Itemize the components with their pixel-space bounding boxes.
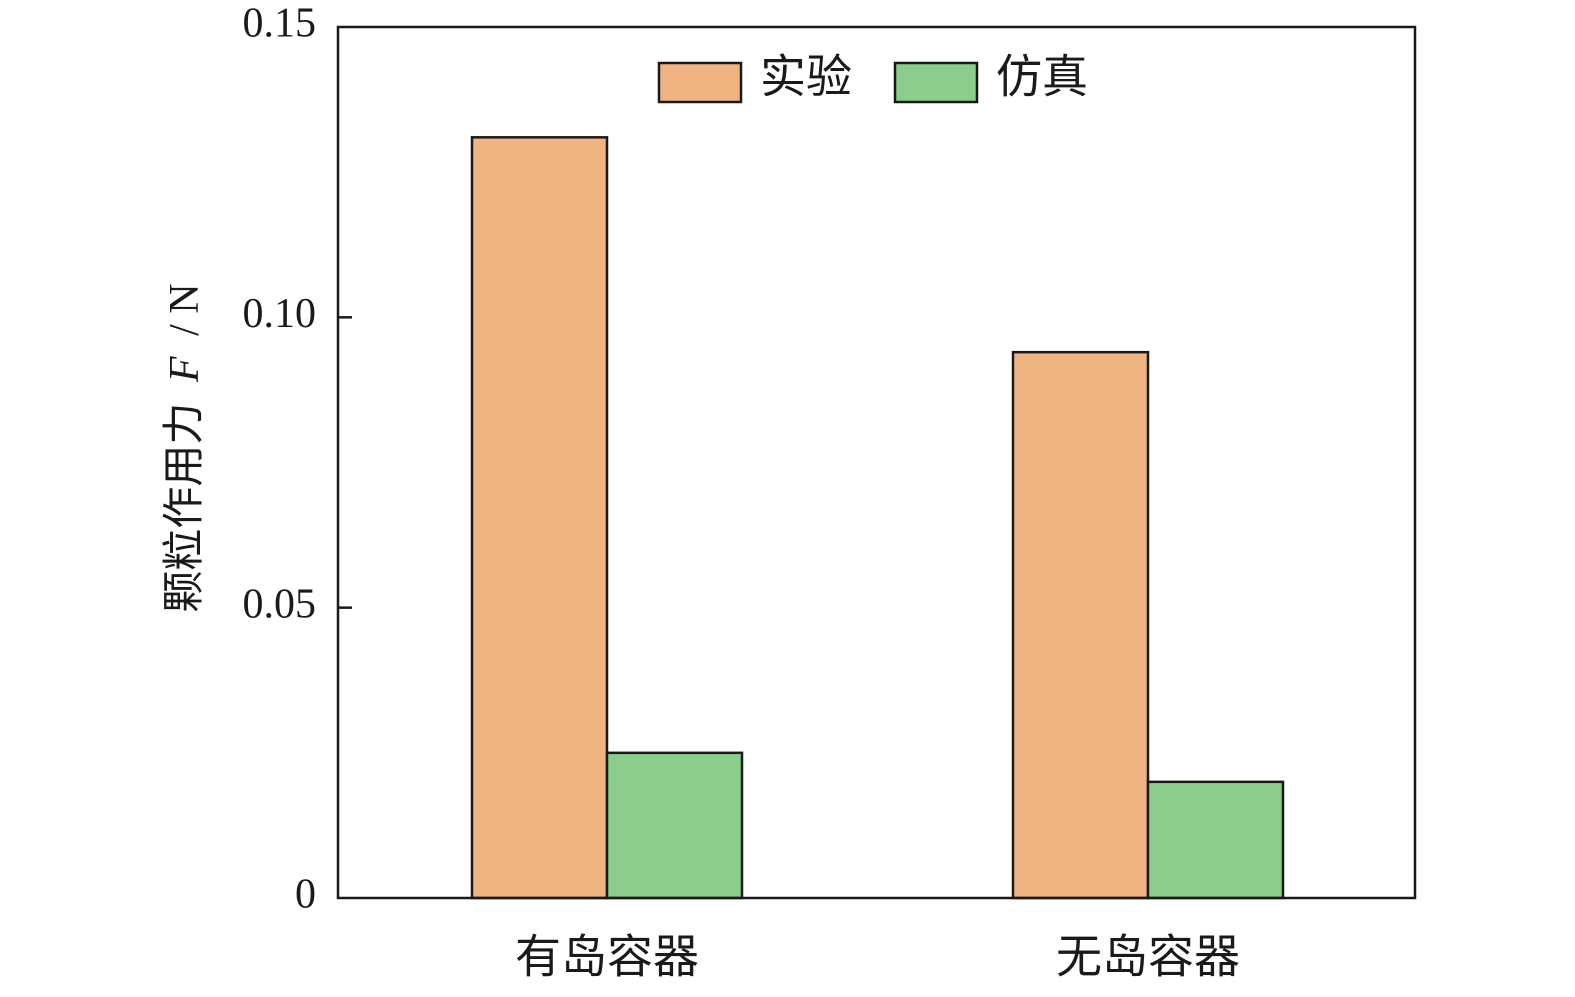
bar-0-0 bbox=[470, 136, 609, 900]
y-tick-label: 0.10 bbox=[243, 291, 317, 337]
y-axis-label-variable: F bbox=[162, 356, 208, 383]
svg-text:颗粒作用力 F / N: 颗粒作用力 F / N bbox=[162, 283, 208, 612]
legend: 实验 仿真 bbox=[657, 52, 1088, 104]
plot-frame bbox=[336, 25, 1417, 900]
legend-swatch-1 bbox=[893, 61, 979, 104]
x-category-label: 无岛容器 bbox=[1056, 932, 1240, 983]
y-axis-label-unit: / N bbox=[162, 283, 208, 336]
legend-label-0: 实验 bbox=[760, 52, 852, 103]
y-tick-label: 0.05 bbox=[243, 581, 317, 627]
bar-0-1 bbox=[605, 751, 744, 900]
x-category-label: 有岛容器 bbox=[515, 932, 699, 983]
y-axis-label-prefix: 颗粒作用力 bbox=[162, 403, 208, 613]
y-tick-label: 0 bbox=[295, 872, 316, 918]
y-axis: 0 0.05 0.10 0.15 bbox=[243, 1, 352, 918]
bar-1-0 bbox=[1011, 350, 1150, 900]
x-axis: 有岛容器 无岛容器 bbox=[515, 932, 1240, 983]
y-axis-label: 颗粒作用力 F / N bbox=[162, 283, 208, 612]
legend-label-1: 仿真 bbox=[996, 52, 1088, 103]
y-tick-label: 0.15 bbox=[243, 1, 317, 47]
bar-1-1 bbox=[1146, 780, 1285, 900]
bars bbox=[470, 136, 1285, 900]
legend-swatch-0 bbox=[657, 61, 743, 104]
